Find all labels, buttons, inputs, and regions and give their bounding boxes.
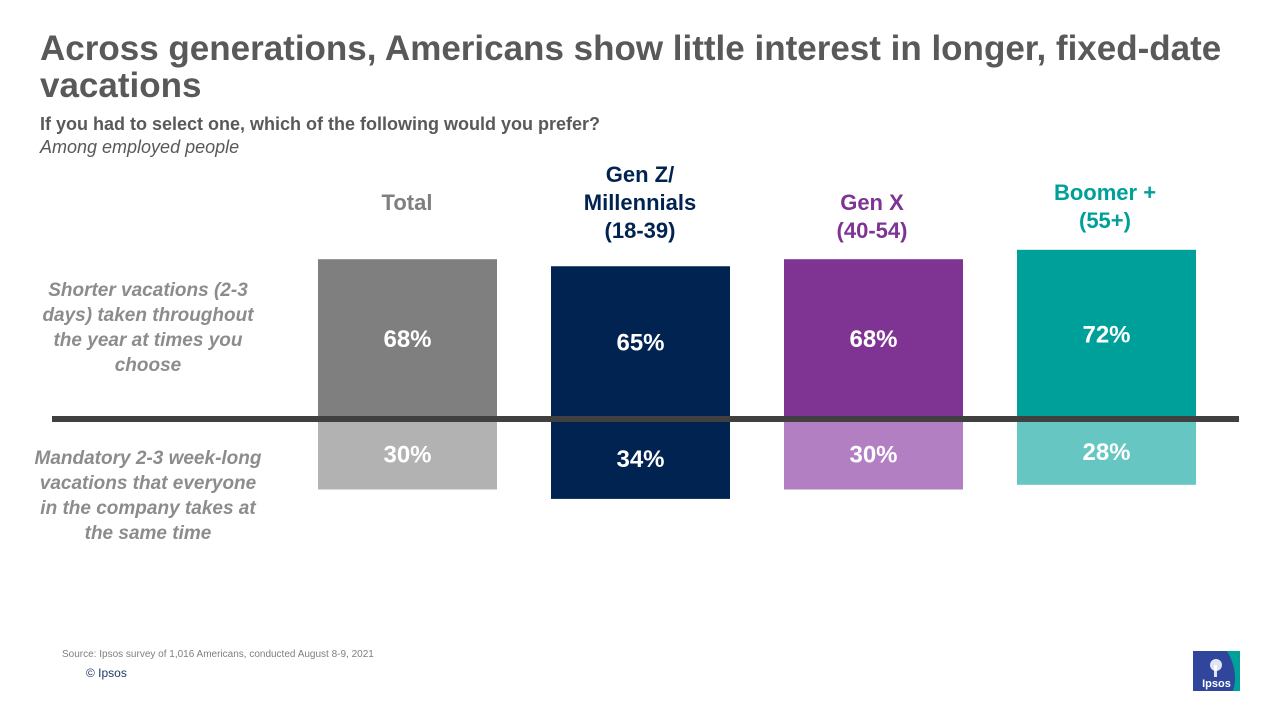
data-label-shorter-vacations: 68% [849, 326, 897, 353]
bar-shorter-vacations [551, 266, 730, 419]
column-header-total: Total [307, 189, 507, 217]
bar-mandatory-vacations [784, 419, 963, 490]
chart-title: Across generations, Americans show littl… [40, 29, 1222, 105]
data-label-shorter-vacations: 72% [1082, 321, 1130, 348]
row-label-mandatory-vacations: Mandatory 2-3 week-long vacations that e… [34, 448, 262, 544]
source-note: Source: Ipsos survey of 1,016 Americans,… [62, 649, 374, 660]
bar-mandatory-vacations [1017, 419, 1196, 485]
data-label-mandatory-vacations: 34% [616, 446, 664, 473]
bar-mandatory-vacations [318, 419, 497, 490]
column-header-gen-x: Gen X (40-54) [772, 189, 972, 245]
data-label-mandatory-vacations: 28% [1082, 439, 1130, 466]
ipsos-logo: Ipsos [1193, 651, 1240, 691]
data-label-shorter-vacations: 68% [383, 326, 431, 353]
row-label-shorter-vacations: Shorter vacations (2-3 days) taken throu… [42, 280, 254, 376]
data-label-mandatory-vacations: 30% [849, 441, 897, 468]
column-header-line: Gen Z/ [605, 162, 675, 187]
logo-text: Ipsos [1202, 678, 1231, 690]
bar-shorter-vacations [784, 259, 963, 419]
chart-note: Among employed people [40, 137, 240, 157]
data-label-mandatory-vacations: 30% [383, 441, 431, 468]
column-header-boomer: Boomer + (55+) [1005, 179, 1205, 235]
column-header-line: (18-39) [604, 218, 676, 243]
column-header-line: Millennials [583, 190, 697, 215]
bar-shorter-vacations [318, 259, 497, 419]
copyright-text: © Ipsos [86, 666, 127, 680]
column-header-line: Gen X [840, 190, 904, 215]
data-label-shorter-vacations: 65% [616, 330, 664, 357]
chart-subtitle: If you had to select one, which of the f… [40, 114, 601, 134]
column-header-line: (55+) [1079, 208, 1131, 233]
column-header-line: (40-54) [836, 218, 908, 243]
column-header-gen-z-millennials: Gen Z/Millennials (18-39) [540, 161, 740, 245]
column-header-line: Boomer + [1053, 180, 1157, 205]
column-header-line: Total [381, 190, 433, 215]
divider-line [52, 416, 1239, 422]
bar-mandatory-vacations [551, 419, 730, 499]
bar-shorter-vacations [1017, 249, 1196, 419]
